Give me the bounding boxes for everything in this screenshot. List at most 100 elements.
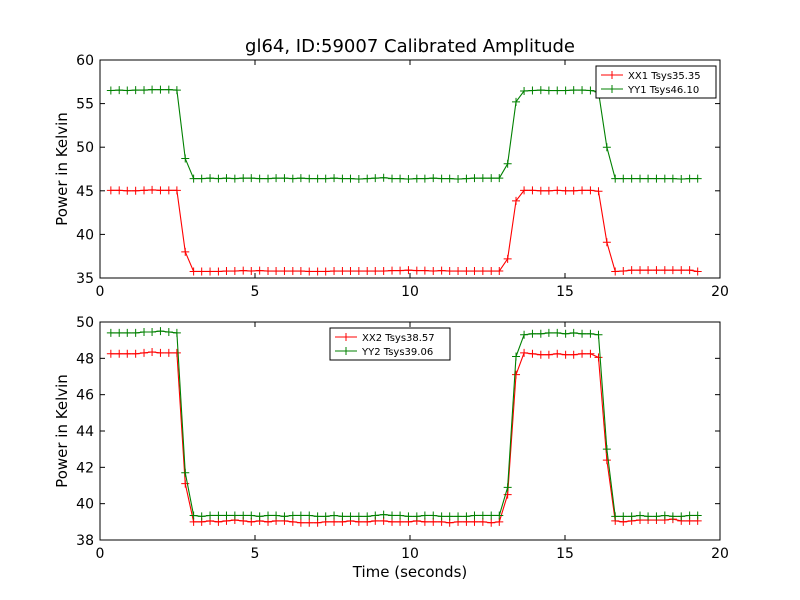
- data-point: [280, 512, 289, 521]
- y-tick-label: 60: [76, 53, 94, 69]
- data-point: [255, 512, 264, 521]
- figure-title: gl64, ID:59007 Calibrated Amplitude: [245, 36, 575, 57]
- data-point: [685, 266, 694, 275]
- data-point: [115, 328, 124, 337]
- data-point: [569, 350, 578, 359]
- legend-marker: [342, 347, 350, 355]
- x-tick-label: 20: [711, 546, 729, 562]
- data-point: [528, 349, 537, 358]
- data-point: [255, 266, 264, 275]
- data-point: [503, 254, 512, 263]
- legend-entry-label: XX1 Tsys35.35: [628, 71, 701, 82]
- data-point: [503, 483, 512, 492]
- legend: XX1 Tsys35.35 YY1 Tsys46.10: [595, 65, 717, 99]
- data-point: [553, 349, 562, 358]
- data-point: [222, 174, 231, 183]
- data-point: [636, 266, 645, 275]
- data-point: [693, 267, 702, 276]
- data-point: [578, 186, 587, 195]
- data-point: [437, 174, 446, 183]
- data-point: [272, 511, 281, 520]
- data-point: [685, 174, 694, 183]
- data-point: [544, 350, 553, 359]
- data-point: [586, 349, 595, 358]
- data-point: [164, 348, 173, 357]
- data-point: [512, 196, 521, 205]
- data-point: [123, 86, 132, 95]
- data-point: [520, 330, 529, 339]
- data-point: [288, 174, 297, 183]
- data-point: [388, 174, 397, 183]
- data-point: [578, 86, 587, 95]
- data-point: [602, 456, 611, 465]
- data-point: [685, 511, 694, 520]
- data-point: [553, 86, 562, 95]
- data-point: [487, 511, 496, 520]
- data-point: [321, 267, 330, 276]
- data-point: [354, 512, 363, 521]
- data-point: [115, 86, 124, 95]
- x-tick-label: 15: [556, 284, 574, 300]
- data-point: [272, 267, 281, 276]
- data-point: [338, 174, 347, 183]
- data-point: [602, 445, 611, 454]
- data-point: [619, 174, 628, 183]
- y-tick-label: 40: [76, 497, 94, 513]
- data-point: [363, 512, 372, 521]
- legend-box: [329, 327, 451, 361]
- data-point: [230, 174, 239, 183]
- data-point: [288, 267, 297, 276]
- data-point: [206, 267, 215, 276]
- data-point: [644, 174, 653, 183]
- data-point: [296, 511, 305, 520]
- data-point: [371, 174, 380, 183]
- data-point: [470, 267, 479, 276]
- data-point: [520, 348, 529, 357]
- data-point: [140, 327, 149, 336]
- data-point: [363, 174, 372, 183]
- data-point: [536, 186, 545, 195]
- data-point: [396, 511, 405, 520]
- data-point: [445, 174, 454, 183]
- data-point: [371, 267, 380, 276]
- y-axis-label: Power in Kelvin: [53, 374, 71, 488]
- x-tick-label: 0: [96, 546, 105, 562]
- data-point: [478, 511, 487, 520]
- data-point: [544, 328, 553, 337]
- data-point: [429, 511, 438, 520]
- data-point: [156, 85, 165, 94]
- data-point: [172, 328, 181, 337]
- data-point: [586, 86, 595, 95]
- data-point: [478, 267, 487, 276]
- data-point: [247, 511, 256, 520]
- data-point: [520, 86, 529, 95]
- data-point: [528, 86, 537, 95]
- data-point: [156, 186, 165, 195]
- data-point: [131, 328, 140, 337]
- data-point: [239, 511, 248, 520]
- data-point: [561, 186, 570, 195]
- y-tick-label: 44: [76, 424, 94, 440]
- data-point: [106, 349, 115, 358]
- data-point: [346, 267, 355, 276]
- data-point: [487, 267, 496, 276]
- data-point: [197, 512, 206, 521]
- x-tick-label: 15: [556, 546, 574, 562]
- data-point: [404, 266, 413, 275]
- y-axis-label: Power in Kelvin: [53, 112, 71, 226]
- data-point: [181, 468, 190, 477]
- data-point: [644, 512, 653, 521]
- data-point: [627, 174, 636, 183]
- data-point: [611, 267, 620, 276]
- data-point: [677, 175, 686, 184]
- data-point: [338, 267, 347, 276]
- data-point: [239, 174, 248, 183]
- y-tick-label: 50: [76, 140, 94, 156]
- data-point: [164, 85, 173, 94]
- data-point: [140, 186, 149, 195]
- data-point: [321, 512, 330, 521]
- data-point: [280, 267, 289, 276]
- data-point: [305, 267, 314, 276]
- data-point: [586, 186, 595, 195]
